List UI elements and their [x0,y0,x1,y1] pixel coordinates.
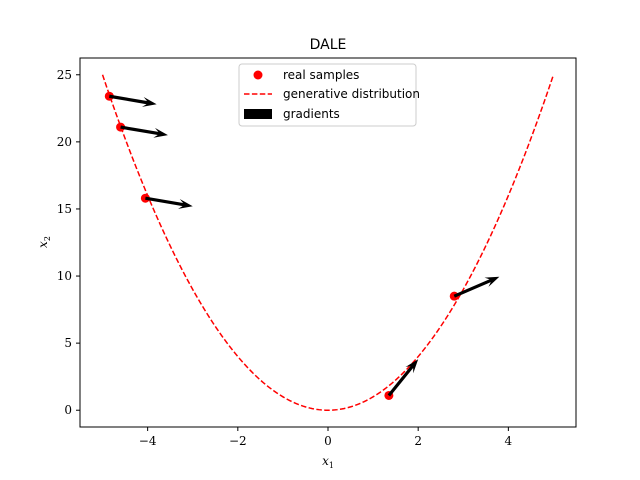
x-tick-label: 2 [414,434,422,448]
chart-title: DALE [310,37,347,53]
x-axis-label: x1 [322,454,334,470]
legend: real samples generative distribution gra… [238,63,420,127]
x-tick-label: −4 [139,434,157,448]
y-tick-label: 0 [64,403,72,417]
y-tick-label: 15 [57,202,72,216]
gradient-arrow [145,196,193,209]
legend-marker-real-samples [253,70,263,80]
y-axis-label-main: x [36,241,50,248]
legend-patch-gradients [244,109,272,119]
x-tick-label: −2 [229,434,247,448]
legend-label-generative-distribution: generative distribution [283,87,420,101]
y-axis-label-subscript: 2 [43,236,52,241]
plot-area [101,74,555,411]
y-tick-label: 20 [57,135,72,149]
legend-label-gradients: gradients [283,107,340,121]
x-axis-label-subscript: 1 [329,461,334,470]
gradient-arrow [453,276,500,298]
generative-distribution-curve [101,74,555,411]
x-tick-label: 0 [324,434,332,448]
legend-box [238,63,417,127]
gradient-arrow [387,359,419,397]
x-tick-label: 4 [505,434,513,448]
y-axis-label: x2 [36,236,52,248]
gradient-arrow [109,94,157,107]
x-axis-label-main: x [322,454,329,468]
y-tick-label: 5 [64,336,72,350]
y-tick-label: 25 [57,68,72,82]
legend-label-real-samples: real samples [283,68,359,82]
y-tick-label: 10 [57,269,72,283]
gradient-arrow [120,125,168,138]
y-axis: 0 5 10 15 20 25 [57,68,80,417]
real-sample-point [104,91,114,101]
x-axis: −4 −2 0 2 4 [139,427,513,448]
